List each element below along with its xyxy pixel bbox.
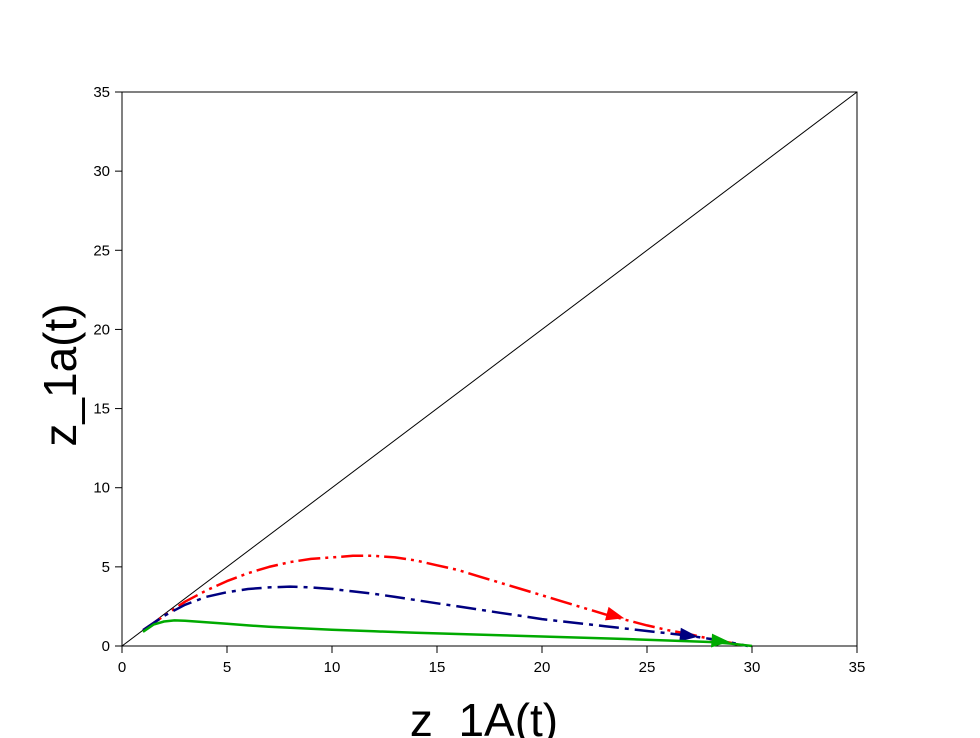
series-line	[142, 619, 753, 648]
axis-ticks: 0 5 10 15 20 25 30 35 0 5 10 15 20 25 30 35	[93, 84, 865, 676]
series-line	[142, 554, 744, 648]
x-axis-title: z_1A(t)	[410, 694, 558, 738]
direction-arrow	[679, 627, 698, 642]
x-tick-label: 5	[223, 659, 231, 676]
diagonal-reference-line	[121, 91, 858, 647]
series-line	[142, 585, 749, 648]
y-tick-label: 35	[93, 84, 110, 101]
x-tick-label: 0	[118, 659, 126, 676]
plot-frame	[121, 91, 858, 647]
x-tick-label: 20	[534, 659, 551, 676]
y-tick-label: 15	[93, 401, 110, 418]
y-tick-label: 30	[93, 163, 110, 180]
x-tick-label: 10	[324, 659, 341, 676]
direction-arrow	[605, 606, 625, 621]
x-tick-label: 30	[744, 659, 761, 676]
plot-area	[121, 91, 858, 648]
y-tick-label: 0	[102, 638, 110, 655]
y-tick-label: 25	[93, 242, 110, 259]
y-tick-label: 5	[102, 559, 110, 576]
y-tick-label: 10	[93, 480, 110, 497]
x-tick-label: 25	[639, 659, 656, 676]
x-tick-label: 15	[429, 659, 446, 676]
direction-arrow	[710, 633, 730, 648]
y-axis-title: z_1a(t)	[34, 303, 86, 446]
y-tick-label: 20	[93, 321, 110, 338]
x-tick-label: 35	[849, 659, 866, 676]
